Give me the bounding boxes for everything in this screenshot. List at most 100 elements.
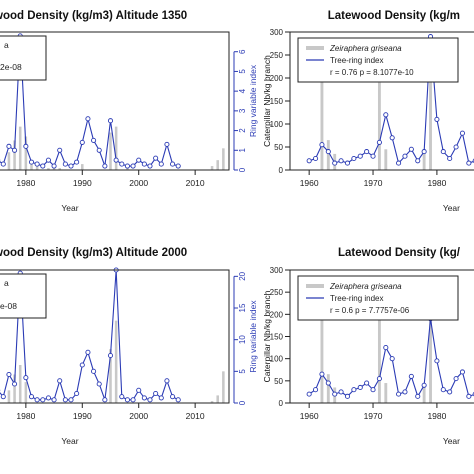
- data-point: [344, 160, 351, 166]
- chart-panel-3: wood Density (kg/m3) Altitude 2000 1980 19…: [0, 247, 272, 446]
- bar: [35, 166, 39, 170]
- data-point: [79, 362, 85, 368]
- data-point: [402, 153, 408, 159]
- y-tick-label: 50: [274, 143, 283, 152]
- data-point: [370, 387, 376, 393]
- bar: [377, 318, 381, 403]
- bar: [326, 140, 330, 170]
- x-tick-label: 2010: [186, 411, 205, 421]
- y-tick-label: 2: [238, 128, 247, 133]
- data-point: [130, 163, 136, 169]
- y-tick-label: 150: [270, 333, 284, 342]
- legend-label: Zeiraphera griseana: [329, 282, 402, 291]
- chart-panel-1: wood Density (kg/m3) Altitude 1350 1980 19…: [0, 10, 272, 213]
- right-axis-label: Ring variable index: [248, 300, 258, 373]
- data-point: [170, 394, 176, 400]
- x-tick-label: 1980: [16, 178, 35, 188]
- legend-stat: 2e-08: [0, 62, 22, 72]
- chart-title: Latewood Density (kg/m: [328, 10, 460, 22]
- chart-panel-2: Latewood Density (kg/m 1960 1970 1980 Year 0 5…: [270, 10, 474, 213]
- data-point: [396, 391, 402, 397]
- bar-series: [7, 126, 225, 170]
- bar: [222, 371, 225, 403]
- data-point: [325, 149, 331, 155]
- legend-box: [0, 35, 47, 81]
- y-tick-label: 0: [238, 167, 247, 172]
- data-point: [147, 397, 153, 403]
- x-axis-label: Year: [61, 436, 78, 446]
- data-point: [45, 395, 51, 401]
- y-tick-label: 0: [279, 399, 284, 408]
- bar: [30, 162, 33, 170]
- data-point: [147, 163, 153, 169]
- bar: [326, 374, 330, 403]
- data-point: [164, 141, 170, 147]
- bar: [18, 365, 22, 403]
- data-point: [79, 139, 85, 145]
- bar: [216, 160, 219, 170]
- line-series: [306, 316, 474, 399]
- secondary-axis-label: Caterpillar Nb/kg branch: [262, 55, 272, 147]
- data-point: [383, 345, 389, 351]
- bar: [47, 168, 50, 170]
- data-point: [344, 393, 351, 399]
- data-point: [434, 116, 440, 122]
- data-point: [153, 390, 159, 397]
- data-point: [141, 395, 147, 401]
- data-point: [440, 387, 446, 393]
- data-point: [124, 397, 130, 403]
- bar: [81, 164, 84, 170]
- bar: [52, 168, 56, 170]
- data-point: [28, 394, 35, 400]
- data-point: [306, 391, 312, 397]
- legend-stat: e-08: [0, 301, 17, 311]
- data-point: [51, 163, 57, 169]
- x-tick-label: 2010: [186, 178, 205, 188]
- data-point: [124, 163, 130, 169]
- x-tick-label: 1960: [300, 411, 319, 421]
- x-tick-label: 1990: [73, 178, 92, 188]
- data-point: [74, 159, 80, 165]
- bar: [384, 383, 388, 403]
- data-point: [62, 161, 68, 167]
- legend-label: a: [4, 278, 9, 288]
- y-tick-label: 10: [238, 335, 247, 344]
- data-point: [102, 163, 108, 169]
- data-point: [306, 158, 312, 164]
- data-point: [421, 149, 427, 155]
- data-point: [136, 387, 142, 393]
- y-tick-label: 150: [270, 97, 284, 106]
- data-point: [357, 384, 363, 391]
- x-tick-label: 1980: [427, 178, 446, 188]
- data-point: [421, 382, 427, 388]
- legend: a 2e-08: [0, 35, 47, 81]
- bar: [114, 320, 118, 403]
- plot-frame: [0, 269, 230, 404]
- data-point: [85, 349, 91, 355]
- y-tick-label: 50: [274, 377, 283, 386]
- data-point: [332, 160, 338, 166]
- data-point: [459, 369, 466, 375]
- data-point: [376, 139, 382, 145]
- bar: [24, 382, 28, 403]
- data-point: [51, 397, 57, 403]
- legend: Zeiraphera griseana Tree-ring index r = 0.…: [297, 37, 459, 83]
- y-tick-label: 100: [270, 355, 284, 364]
- data-point: [440, 149, 446, 155]
- x-tick-label: 2000: [129, 411, 148, 421]
- data-point: [74, 390, 80, 397]
- legend-label: Tree-ring index: [330, 294, 384, 303]
- bar: [222, 148, 225, 170]
- data-point: [153, 155, 159, 161]
- data-point: [12, 147, 18, 153]
- data-point: [0, 161, 6, 167]
- bar-series: [7, 320, 225, 403]
- data-point: [396, 160, 402, 166]
- legend-stat: r = 0.6 p = 7.7757e-06: [330, 306, 410, 315]
- chart-title: wood Density (kg/m3) Altitude 2000: [0, 247, 187, 259]
- x-tick-label: 1960: [300, 178, 319, 188]
- data-point: [45, 157, 51, 163]
- bar: [24, 136, 28, 170]
- data-point: [6, 143, 12, 149]
- data-point: [459, 130, 466, 136]
